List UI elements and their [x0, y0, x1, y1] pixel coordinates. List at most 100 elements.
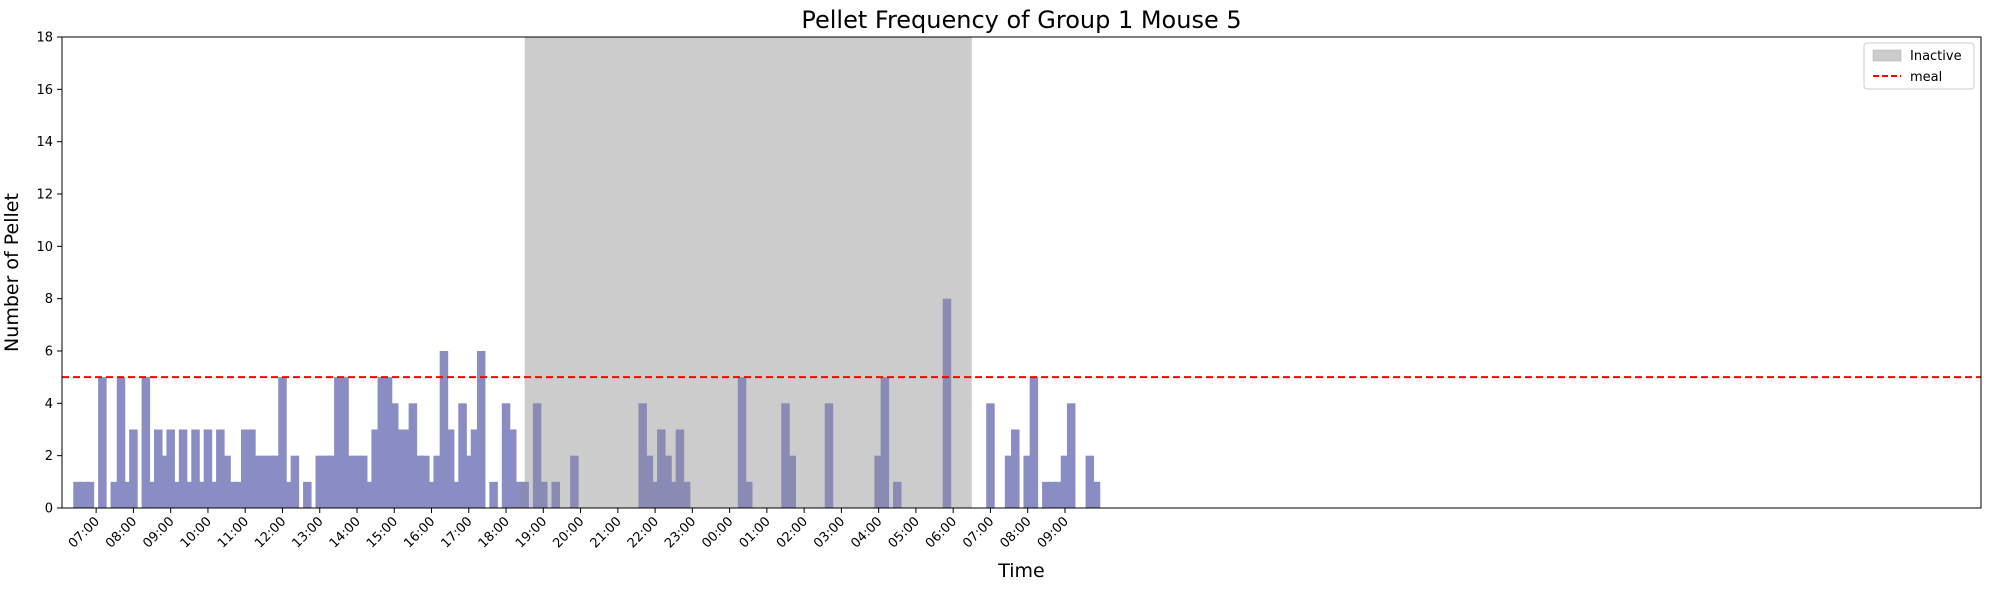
pellet-bar [874, 455, 883, 508]
y-tick-label: 6 [45, 345, 53, 360]
x-tick-label: 20:00 [550, 514, 587, 551]
y-tick-label: 12 [36, 188, 53, 203]
pellet-bar [197, 481, 206, 508]
pellet-bar [203, 429, 213, 508]
x-tick-label: 06:00 [923, 514, 960, 551]
pellet-bar [371, 429, 380, 508]
pellet-bar [675, 429, 685, 508]
pellet-bar [253, 455, 262, 508]
y-axis-title: Number of Pellet [1, 193, 23, 352]
legend-inactive-patch [1872, 49, 1902, 62]
pellet-bar [110, 481, 120, 508]
pellet-bar [501, 403, 511, 508]
pellet-bar [539, 481, 548, 508]
pellet-bar [346, 455, 356, 508]
y-tick-label: 16 [36, 83, 53, 98]
pellet-bar [209, 481, 219, 508]
pellet-bar [433, 455, 442, 508]
y-tick-label: 8 [45, 292, 53, 307]
pellet-bar [1091, 481, 1101, 508]
x-tick-label: 00:00 [699, 514, 736, 551]
x-tick-label: 16:00 [401, 514, 438, 551]
pellet-bar [334, 377, 343, 508]
y-tick-label: 14 [36, 135, 53, 150]
pellet-bar [240, 429, 250, 508]
x-tick-label: 14:00 [327, 514, 364, 551]
y-tick-label: 10 [36, 240, 53, 255]
pellet-bar [154, 429, 163, 508]
pellet-bar [520, 481, 529, 508]
pellet-bar [1060, 455, 1070, 508]
x-tick-label: 22:00 [625, 514, 662, 551]
pellet-bar [358, 455, 368, 508]
pellet-bar [1085, 455, 1095, 508]
bars-layer [73, 298, 1101, 508]
pellet-bar [644, 455, 654, 508]
x-tick-label: 02:00 [774, 514, 811, 551]
pellet-bar [1054, 481, 1064, 508]
pellet-bar [122, 481, 132, 508]
x-tick-label: 08:00 [103, 514, 140, 551]
pellet-bar [445, 429, 455, 508]
x-tick-label: 03:00 [811, 514, 848, 551]
x-axis-title: Time [997, 560, 1045, 582]
pellet-bar [452, 481, 461, 508]
pellet-bar [129, 429, 138, 508]
x-tick-label: 13:00 [289, 514, 326, 551]
pellet-bar [185, 481, 194, 508]
pellet-bar [421, 455, 430, 508]
pellet-bar [551, 481, 560, 508]
x-tick-label: 07:00 [66, 514, 103, 551]
pellet-bar [781, 403, 790, 508]
pellet-bar [893, 481, 902, 508]
x-tick-label: 04:00 [848, 514, 885, 551]
pellet-bar [489, 481, 498, 508]
x-tick-label: 15:00 [364, 514, 401, 551]
pellet-bar [743, 481, 753, 508]
pellet-bar [79, 481, 88, 508]
pellet-bar [290, 455, 300, 508]
pellet-bar [663, 455, 672, 508]
pellet-bar [464, 455, 474, 508]
x-axis: 07:00 08:00 09:00 10:00 11:00 12:00 13:00 14:00… [66, 508, 1072, 551]
y-tick-label: 18 [36, 31, 53, 46]
x-tick-label: 12:00 [252, 514, 289, 551]
pellet-bar [1066, 403, 1076, 508]
x-tick-label: 17:00 [439, 514, 476, 551]
pellet-bar [147, 481, 157, 508]
pellet-bar [787, 455, 796, 508]
plot-frame [61, 36, 1982, 509]
pellet-bar [1011, 429, 1020, 508]
pellet-bar [942, 298, 952, 508]
pellet-bar [352, 455, 362, 508]
x-tick-label: 08:00 [997, 514, 1034, 551]
x-tick-label: 01:00 [737, 514, 774, 551]
x-tick-label: 07:00 [960, 514, 997, 551]
pellet-bar [470, 429, 480, 508]
pellet-bar [737, 377, 747, 508]
pellet-bar [1029, 377, 1039, 508]
pellet-bar [427, 481, 436, 508]
pellet-bar [191, 429, 200, 508]
pellet-bar [228, 481, 238, 508]
legend: Inactive meal [1863, 42, 1975, 90]
pellet-bar [284, 481, 293, 508]
x-tick-label: 05:00 [886, 514, 923, 551]
pellet-bar [234, 481, 244, 508]
pellet-bar [1023, 455, 1032, 508]
pellet-bar [303, 481, 312, 508]
pellet-bar [222, 455, 231, 508]
chart-title: Pellet Frequency of Group 1 Mouse 5 [801, 6, 1241, 34]
pellet-bar [116, 377, 126, 508]
x-tick-label: 23:00 [662, 514, 699, 551]
pellet-bar [570, 455, 579, 508]
pellet-bar [408, 403, 418, 508]
pellet-bar [327, 455, 337, 508]
pellet-bar [315, 455, 324, 508]
pellet-bar [216, 429, 225, 508]
pellet-bar [650, 481, 660, 508]
pellet-bar [669, 481, 678, 508]
pellet-bar [377, 377, 387, 508]
pellet-bar [272, 455, 281, 508]
